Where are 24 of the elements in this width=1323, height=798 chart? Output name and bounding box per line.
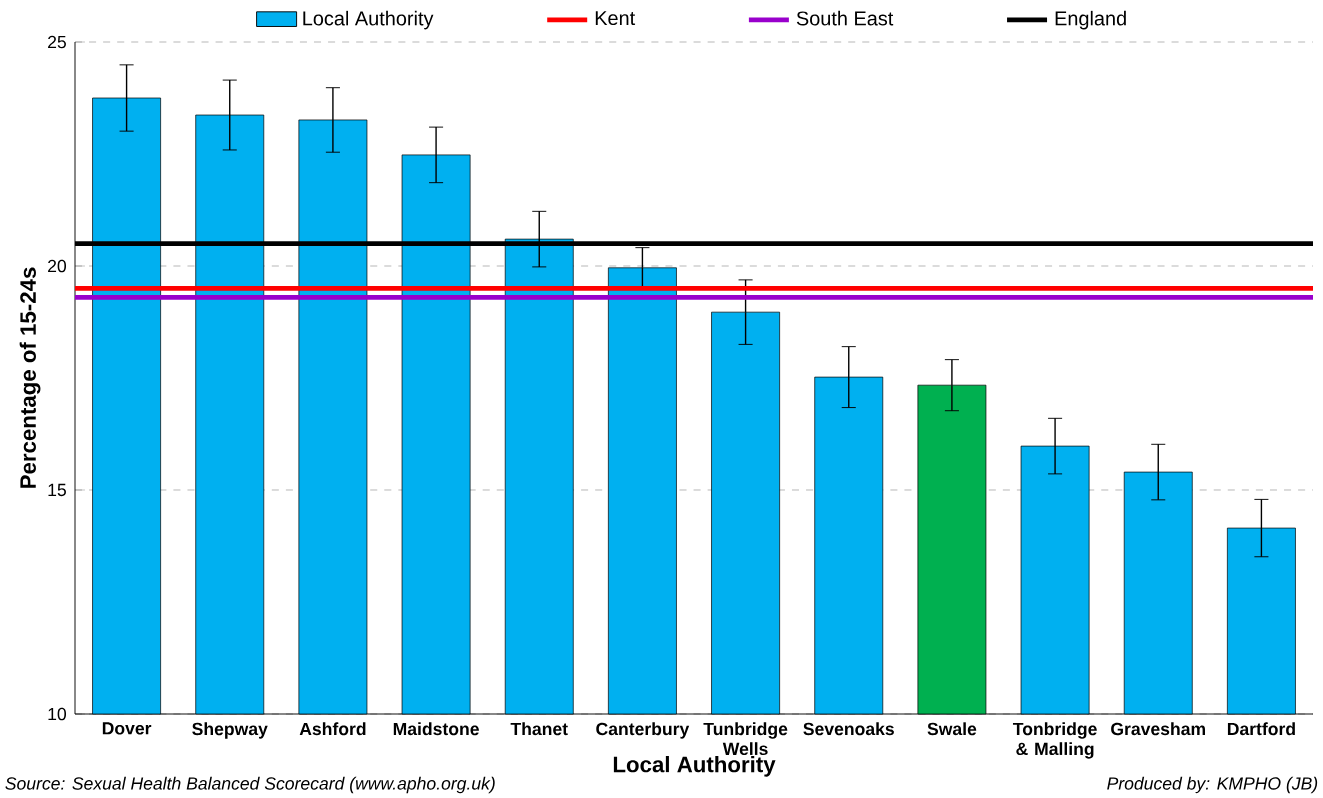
y-tick-label: 20 (48, 259, 67, 273)
x-tick-label: Gravesham (1111, 722, 1205, 736)
x-tick-label: Dartford (1227, 722, 1295, 736)
x-tick-label: Swale (927, 722, 977, 736)
x-tick-label: Sevenoaks (803, 722, 894, 736)
text: Produced by: KMPHO (JB) (1107, 776, 1318, 794)
legend-label: England (1055, 10, 1126, 30)
legend-label: South East (796, 10, 894, 26)
legend-label: Local Authority (303, 10, 434, 30)
x-tick-label: Tunbridge Wells (703, 722, 788, 756)
x-tick-label: Canterbury (596, 722, 690, 739)
x-tick-label: Maidstone (393, 722, 479, 736)
x-tick-label: Tonbridge & Malling (1012, 722, 1097, 759)
source-note: Source: Sexual Health Balanced Scorecard (www.apho.org.uk) (5, 776, 495, 794)
legend-label: Kent (595, 11, 636, 26)
x-tick-label: Shepway (192, 722, 268, 739)
y-tick-label: 15 (48, 483, 66, 497)
x-tick-label: Ashford (299, 722, 366, 736)
y-axis-title: Percentage of 15-24s (19, 267, 41, 488)
x-tick-label: Dover (102, 722, 152, 735)
x-tick-label: Thanet (510, 722, 568, 736)
y-tick-label: 25 (48, 35, 66, 49)
y-tick-label: 10 (48, 707, 67, 721)
x-axis-title: Local Authority (613, 755, 776, 777)
